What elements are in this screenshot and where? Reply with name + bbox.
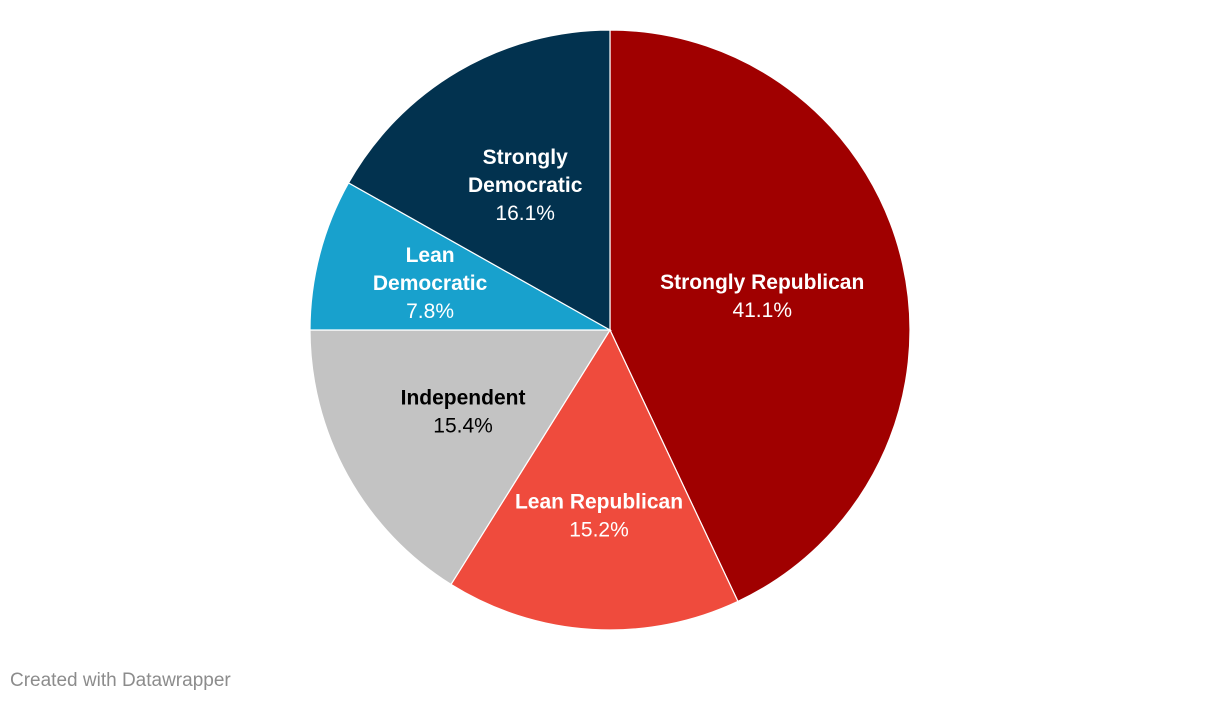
slice-label-name: Democratic	[373, 272, 488, 295]
slice-label-name: Lean	[406, 244, 455, 267]
pie-slice-strongly-republican[interactable]	[609, 29, 911, 603]
slice-label-name: Lean Republican	[515, 491, 683, 514]
pie-slice-independent[interactable]	[309, 329, 612, 586]
slice-label-name: Strongly	[483, 146, 568, 169]
slice-label-strongly-democratic: Strongly Democratic 16.1%	[468, 146, 583, 225]
slice-label-strongly-republican: Strongly Republican 41.1%	[660, 271, 864, 322]
slice-label-name: Strongly Republican	[660, 271, 864, 294]
slice-label-name: Independent	[401, 386, 526, 409]
pie-slices	[309, 29, 911, 631]
slice-label-value: 41.1%	[732, 299, 792, 322]
pie-slice-strongly-democratic[interactable]	[347, 29, 611, 332]
slice-label-lean-democratic: Lean Democratic 7.8%	[373, 244, 488, 323]
slice-label-value: 15.2%	[569, 519, 629, 542]
pie-slice-lean-democratic[interactable]	[309, 182, 613, 331]
slice-label-value: 15.4%	[433, 414, 493, 437]
slice-label-independent: Independent 15.4%	[401, 386, 526, 437]
slice-label-lean-republican: Lean Republican 15.2%	[515, 491, 683, 542]
slice-label-name: Democratic	[468, 174, 583, 197]
pie-slice-lean-republican[interactable]	[450, 328, 739, 631]
slice-label-value: 7.8%	[406, 300, 454, 323]
datawrapper-credit[interactable]: Created with Datawrapper	[10, 670, 231, 691]
slice-label-value: 16.1%	[495, 202, 555, 225]
pie-labels: Strongly Republican 41.1% Lean Republican 1…	[373, 146, 864, 542]
